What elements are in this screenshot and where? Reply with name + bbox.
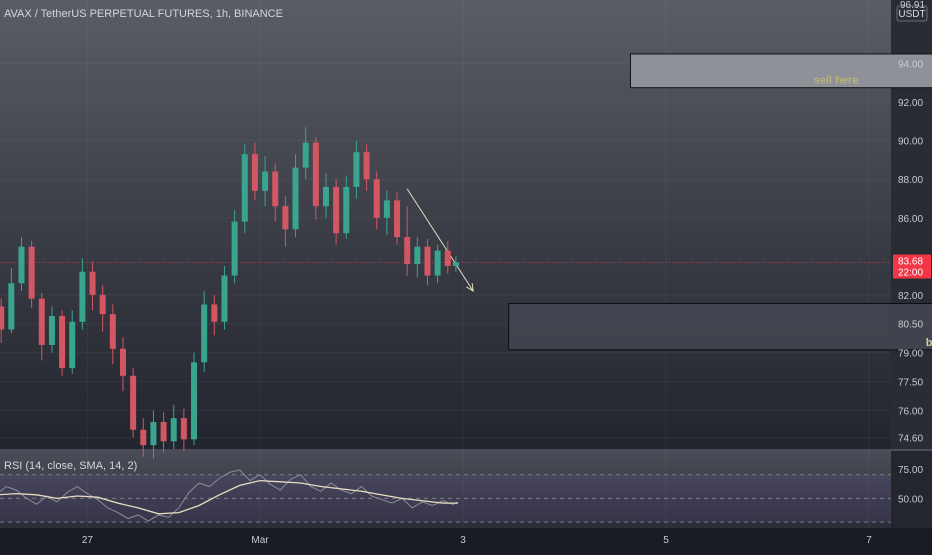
candle-body	[394, 200, 401, 238]
time-axis-background	[0, 528, 932, 550]
rsi-tick-label: 50.00	[898, 494, 923, 505]
last-price-tag	[893, 254, 931, 279]
candle-body	[201, 304, 208, 363]
currency-label: USDT	[898, 9, 925, 20]
candle-body	[353, 152, 360, 187]
candle-body	[343, 186, 350, 234]
price-tick-label: 92.00	[898, 98, 923, 109]
candle-body	[48, 316, 55, 345]
time-tick-label: 7	[866, 535, 872, 546]
candle-body	[130, 375, 137, 430]
candle-body	[221, 275, 228, 322]
currency-button[interactable]: USDT	[896, 5, 928, 22]
candle-body	[69, 321, 76, 369]
candle-body	[99, 294, 106, 315]
sell-zone-box	[629, 53, 932, 89]
rsi-tick-label: 75.00	[898, 465, 923, 476]
symbol-title[interactable]: AVAX / TetherUS PERPETUAL FUTURES, 1h, B…	[4, 8, 283, 20]
candle-body	[452, 262, 459, 266]
candle-body	[262, 171, 269, 191]
rsi-indicator	[0, 469, 891, 523]
candle-body	[282, 206, 289, 230]
candle-body	[191, 362, 198, 440]
candle-body	[312, 142, 319, 207]
price-tick-label: 80.50	[898, 320, 923, 331]
candlestick-series	[0, 127, 459, 459]
time-tick-label: 3	[460, 535, 466, 546]
candle-body	[28, 246, 35, 299]
top-price-tag: 96.91	[900, 0, 925, 11]
candle-body	[373, 179, 380, 218]
candle-body	[79, 271, 86, 322]
price-axis[interactable]: 94.00 92.00 90.00 88.00 86.00 82.00 80.50 79.00…	[893, 60, 931, 506]
price-tick-label: 82.00	[898, 291, 923, 302]
price-tick-label: 90.00	[898, 137, 923, 148]
price-tick-label: 77.50	[898, 378, 923, 389]
candle-body	[160, 422, 167, 442]
candle-body	[0, 306, 5, 330]
price-tick-label: 76.00	[898, 406, 923, 417]
candle-body	[180, 418, 187, 440]
candle-body	[241, 154, 248, 222]
candle-body	[109, 314, 116, 349]
candle-body	[38, 298, 45, 345]
rsi-axis-background	[891, 451, 932, 528]
rsi-ma-line	[0, 479, 458, 515]
candle-body	[150, 422, 157, 446]
candle-body	[18, 246, 25, 284]
candle-body	[8, 283, 15, 330]
time-axis[interactable]: 27Mar35791112:0014	[82, 535, 932, 546]
trend-arrow-head	[466, 282, 474, 292]
candle-body	[414, 246, 421, 265]
candle-body	[231, 221, 238, 276]
rsi-title[interactable]: RSI (14, close, SMA, 14, 2)	[4, 460, 137, 472]
candle-body	[322, 186, 329, 207]
sell-zone-label: sell here	[814, 75, 859, 87]
time-tick-label: Mar	[251, 535, 269, 546]
drawing-layer: sell here buy here	[0, 53, 932, 351]
candle-body	[119, 348, 126, 376]
candle-body	[333, 186, 340, 234]
time-tick-label: 27	[82, 535, 94, 546]
candle-body	[383, 200, 390, 218]
rsi-pane-background	[0, 451, 891, 528]
candle-body	[59, 316, 66, 369]
candle-body	[170, 418, 177, 442]
candle-body	[424, 246, 431, 276]
candle-body	[211, 304, 218, 322]
candle-body	[272, 171, 279, 207]
price-tick-label: 74.60	[898, 433, 923, 444]
time-tick-label: 5	[663, 535, 669, 546]
candle-body	[292, 167, 299, 230]
buy-zone-label: buy here	[926, 337, 932, 349]
candle-body	[251, 154, 258, 191]
candle-body	[404, 237, 411, 265]
trend-arrow-line	[406, 188, 474, 292]
price-tick-label: 86.00	[898, 214, 923, 225]
candle-body	[140, 429, 147, 446]
candle-body	[444, 250, 451, 266]
rsi-band-fill	[0, 474, 891, 523]
candle-body	[434, 250, 441, 276]
buy-zone-box	[508, 303, 932, 351]
countdown-label: 22:00	[898, 267, 923, 278]
candle-body	[89, 271, 96, 295]
candle-body	[302, 142, 309, 168]
rsi-line	[0, 469, 459, 522]
candle-body	[363, 152, 370, 180]
last-price-label: 83.68	[898, 256, 923, 267]
price-tick-label: 79.00	[898, 349, 923, 360]
price-tick-label: 88.00	[898, 175, 923, 186]
price-tick-label: 94.00	[898, 60, 923, 71]
